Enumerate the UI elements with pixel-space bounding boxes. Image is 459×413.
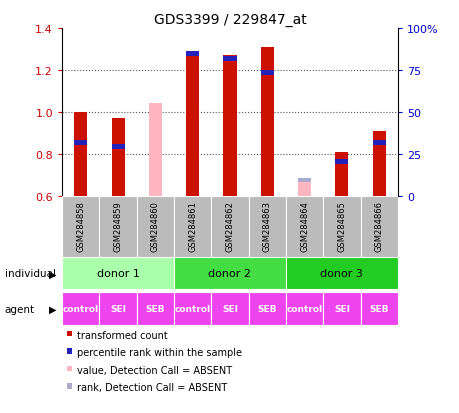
- Text: donor 3: donor 3: [320, 268, 363, 279]
- Text: donor 1: donor 1: [96, 268, 139, 279]
- Text: agent: agent: [5, 304, 34, 314]
- Bar: [62, 196, 99, 258]
- Bar: [223, 56, 236, 196]
- Bar: [62, 292, 99, 325]
- Text: GSM284862: GSM284862: [225, 201, 234, 251]
- Text: percentile rank within the sample: percentile rank within the sample: [77, 347, 241, 357]
- Text: value, Detection Call = ABSENT: value, Detection Call = ABSENT: [77, 365, 231, 375]
- Bar: [136, 292, 174, 325]
- Text: ▶: ▶: [49, 269, 56, 279]
- Text: SEB: SEB: [146, 304, 165, 313]
- Bar: [174, 196, 211, 258]
- Bar: [297, 178, 310, 196]
- Bar: [211, 196, 248, 258]
- Text: GSM284866: GSM284866: [374, 200, 383, 252]
- Text: GSM284860: GSM284860: [151, 201, 160, 251]
- Bar: [323, 196, 360, 258]
- Text: SEB: SEB: [369, 304, 388, 313]
- Bar: [149, 104, 162, 196]
- Text: ▶: ▶: [49, 304, 56, 314]
- Bar: [360, 292, 397, 325]
- Bar: [372, 131, 385, 196]
- Bar: [211, 292, 248, 325]
- Bar: [372, 141, 385, 145]
- Text: rank, Detection Call = ABSENT: rank, Detection Call = ABSENT: [77, 382, 227, 392]
- Text: transformed count: transformed count: [77, 330, 167, 340]
- Bar: [335, 159, 348, 164]
- Text: GSM284858: GSM284858: [76, 201, 85, 251]
- Text: control: control: [174, 304, 210, 313]
- Bar: [260, 48, 273, 196]
- Bar: [111, 119, 124, 196]
- Text: GSM284865: GSM284865: [337, 201, 346, 251]
- Title: GDS3399 / 229847_at: GDS3399 / 229847_at: [153, 12, 306, 26]
- Bar: [360, 196, 397, 258]
- Text: control: control: [286, 304, 322, 313]
- Text: GSM284861: GSM284861: [188, 201, 197, 251]
- Bar: [285, 292, 323, 325]
- Text: SEI: SEI: [222, 304, 237, 313]
- Bar: [174, 257, 285, 290]
- Bar: [297, 178, 310, 183]
- Text: GSM284864: GSM284864: [299, 201, 308, 251]
- Bar: [186, 52, 199, 196]
- Bar: [335, 152, 348, 196]
- Text: control: control: [62, 304, 99, 313]
- Bar: [248, 292, 285, 325]
- Bar: [285, 257, 397, 290]
- Text: SEI: SEI: [110, 304, 126, 313]
- Text: individual: individual: [5, 269, 56, 279]
- Bar: [186, 52, 199, 57]
- Text: donor 2: donor 2: [208, 268, 251, 279]
- Bar: [99, 292, 136, 325]
- Bar: [99, 196, 136, 258]
- Bar: [223, 57, 236, 62]
- Bar: [285, 196, 323, 258]
- Text: GSM284863: GSM284863: [262, 200, 271, 252]
- Text: SEB: SEB: [257, 304, 276, 313]
- Bar: [260, 71, 273, 75]
- Bar: [174, 292, 211, 325]
- Text: SEI: SEI: [333, 304, 349, 313]
- Bar: [248, 196, 285, 258]
- Bar: [62, 257, 174, 290]
- Bar: [74, 141, 87, 145]
- Bar: [74, 112, 87, 196]
- Bar: [136, 196, 174, 258]
- Bar: [111, 145, 124, 150]
- Text: GSM284859: GSM284859: [113, 201, 122, 251]
- Bar: [323, 292, 360, 325]
